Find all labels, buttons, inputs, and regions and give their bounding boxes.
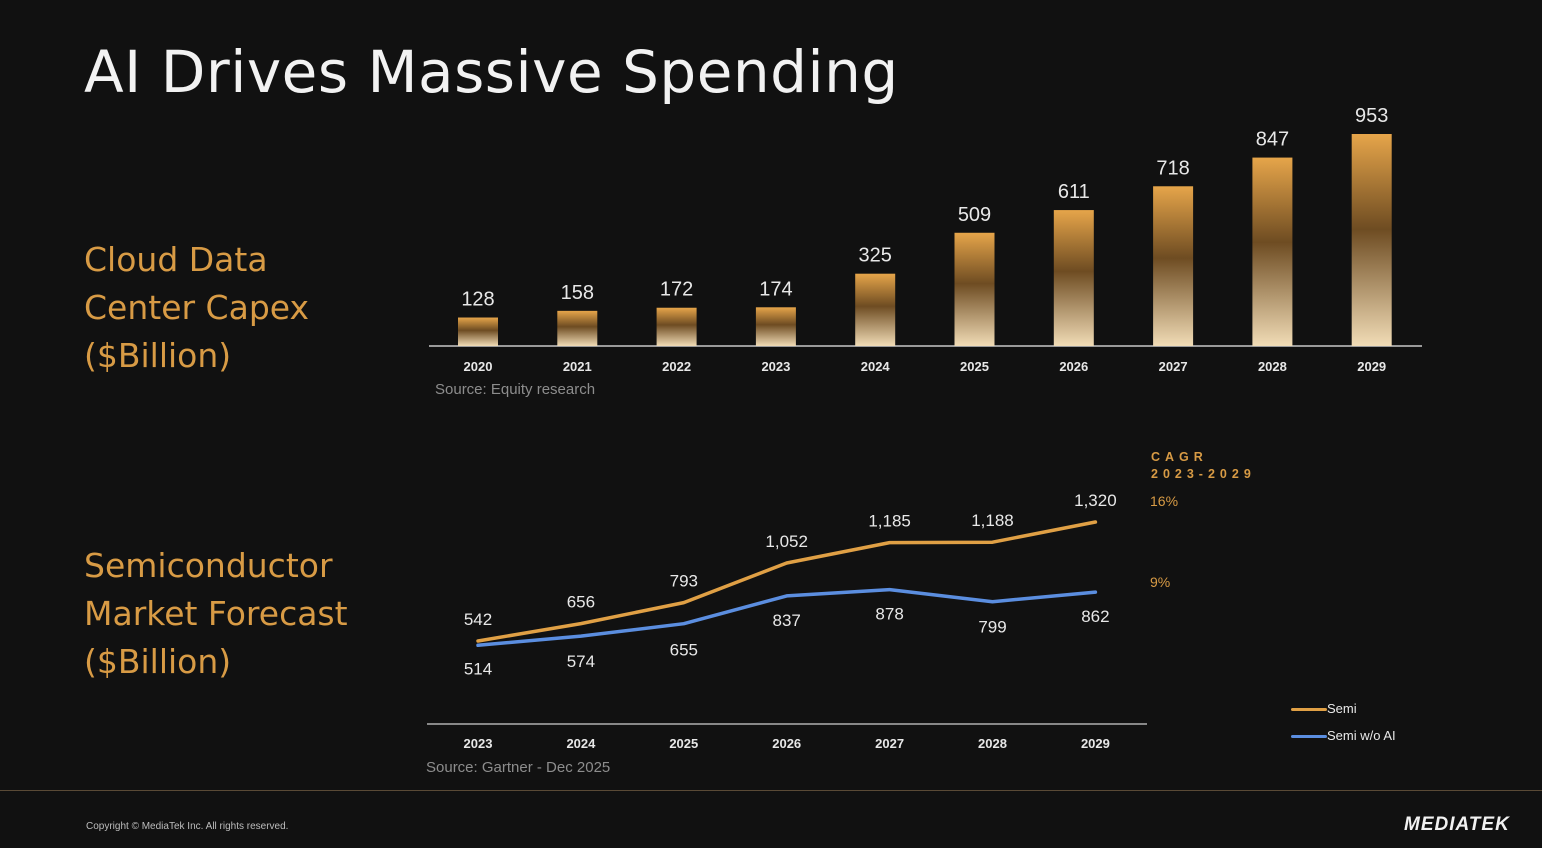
capex-tick-label-2022: 2022 xyxy=(662,359,691,374)
semi-tick-label-2025: 2025 xyxy=(669,736,698,751)
semi-data-label-2024: 656 xyxy=(567,593,595,612)
copyright-text: Copyright © MediaTek Inc. All rights res… xyxy=(86,821,289,832)
legend-label-semi-wo-ai: Semi w/o AI xyxy=(1327,728,1396,743)
capex-data-label-2021: 158 xyxy=(561,282,594,304)
semi-tick-label-2029: 2029 xyxy=(1081,736,1110,751)
capex-tick-label-2021: 2021 xyxy=(563,359,592,374)
mediatek-logo: MEDIATEK xyxy=(1404,814,1510,835)
semi-data-label-2027: 1,185 xyxy=(868,512,911,531)
legend-swatch-semi-wo-ai xyxy=(1291,735,1327,738)
semi-label-line-2: Market Forecast xyxy=(84,594,348,633)
semi-wo-ai-data-label-2027: 878 xyxy=(875,605,903,624)
semi-wo-ai-data-label-2026: 837 xyxy=(773,611,801,630)
capex-bar-2024 xyxy=(855,273,896,346)
capex-label-line-1: Cloud Data xyxy=(84,240,268,279)
capex-bar-2020 xyxy=(458,317,498,346)
semi-data-label-2026: 1,052 xyxy=(765,532,808,551)
cagr-semi: 16% xyxy=(1150,493,1179,509)
capex-source: Source: Equity research xyxy=(435,381,596,398)
slide-title: AI Drives Massive Spending xyxy=(84,38,899,106)
semi-wo-ai-data-label-2025: 655 xyxy=(670,641,698,660)
capex-bar-2023 xyxy=(755,307,796,346)
capex-tick-label-2029: 2029 xyxy=(1357,359,1386,374)
semi-tick-label-2023: 2023 xyxy=(464,736,493,751)
semi-line-chart: 2023 2024 2025 2026 2027 2028 2029 542 656 793 1,0… xyxy=(427,491,1147,751)
footer-divider xyxy=(0,790,1542,791)
capex-bar-2026 xyxy=(1053,210,1094,346)
capex-data-label-2028: 847 xyxy=(1256,129,1289,151)
capex-bar-chart: 128 2020 158 2021 172 2022 174 2023 325 2024 509 20… xyxy=(429,105,1422,374)
capex-bar-2021 xyxy=(557,310,598,346)
capex-bar-2022 xyxy=(656,307,697,346)
legend-swatch-semi xyxy=(1291,708,1327,711)
semi-data-label-2023: 542 xyxy=(464,610,492,629)
legend-label-semi: Semi xyxy=(1327,701,1357,716)
semi-tick-label-2024: 2024 xyxy=(566,736,596,751)
semi-wo-ai-data-label-2024: 574 xyxy=(567,652,595,671)
cagr-semi-wo-ai: 9% xyxy=(1150,574,1171,590)
capex-data-label-2027: 718 xyxy=(1156,157,1189,179)
semi-wo-ai-data-label-2029: 862 xyxy=(1081,607,1109,626)
cagr-title: CAGR 2023-2029 xyxy=(1151,449,1256,483)
capex-bar-2029 xyxy=(1351,134,1392,346)
capex-bar-2025 xyxy=(954,232,995,346)
semi-label-line-3: ($Billion) xyxy=(84,642,232,681)
cagr-title-line-1: CAGR xyxy=(1151,450,1208,464)
semi-label-line-1: Semiconductor xyxy=(84,546,333,585)
capex-data-label-2024: 325 xyxy=(859,245,892,267)
capex-data-label-2029: 953 xyxy=(1355,105,1388,127)
capex-data-label-2020: 128 xyxy=(461,289,494,311)
semi-tick-label-2027: 2027 xyxy=(875,736,904,751)
capex-tick-label-2024: 2024 xyxy=(861,359,891,374)
semi-data-label-2028: 1,188 xyxy=(971,511,1014,530)
semi-tick-label-2026: 2026 xyxy=(772,736,801,751)
capex-label-line-3: ($Billion) xyxy=(84,336,232,375)
semi-data-label-2029: 1,320 xyxy=(1074,491,1117,510)
capex-tick-label-2020: 2020 xyxy=(464,359,493,374)
capex-tick-label-2028: 2028 xyxy=(1258,359,1287,374)
semi-source: Source: Gartner - Dec 2025 xyxy=(426,759,611,776)
capex-bar-2027 xyxy=(1153,186,1194,346)
capex-tick-label-2025: 2025 xyxy=(960,359,989,374)
capex-tick-label-2027: 2027 xyxy=(1159,359,1188,374)
semi-wo-ai-data-label-2023: 514 xyxy=(464,659,492,678)
capex-data-label-2026: 611 xyxy=(1058,181,1090,203)
capex-tick-label-2026: 2026 xyxy=(1059,359,1088,374)
capex-section-label: Cloud Data Center Capex ($Billion) xyxy=(84,236,309,380)
semi-data-label-2025: 793 xyxy=(670,572,698,591)
capex-data-label-2025: 509 xyxy=(958,204,991,226)
capex-data-label-2022: 172 xyxy=(660,279,693,301)
semi-tick-label-2028: 2028 xyxy=(978,736,1007,751)
capex-label-line-2: Center Capex xyxy=(84,288,310,327)
semi-section-label: Semiconductor Market Forecast ($Billion) xyxy=(84,542,348,686)
semi-wo-ai-data-label-2028: 799 xyxy=(978,618,1006,637)
capex-tick-label-2023: 2023 xyxy=(761,359,790,374)
capex-bar-2028 xyxy=(1252,157,1293,346)
capex-data-label-2023: 174 xyxy=(759,278,792,300)
cagr-title-line-2: 2023-2029 xyxy=(1151,467,1256,481)
